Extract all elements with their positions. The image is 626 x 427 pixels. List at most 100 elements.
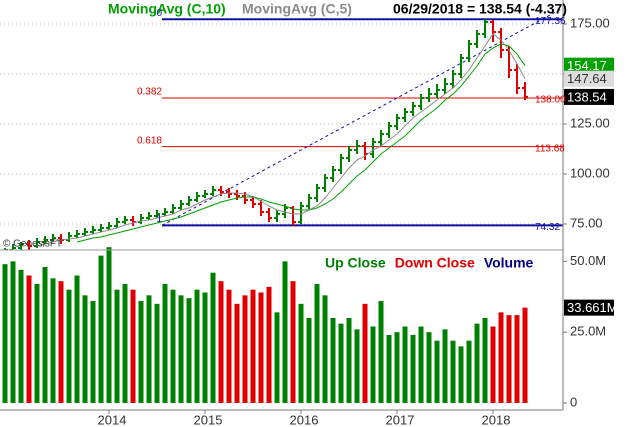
last-price-box [564,88,614,105]
volume-bar [442,329,448,403]
volume-bar [42,267,48,403]
volume-bar [146,295,152,403]
volume-bar [378,301,384,403]
y-tick-label: 125.00 [570,115,610,130]
volume-legend: Volume [484,255,534,271]
volume-bar [202,292,208,403]
last-price: 138.54 [567,89,607,104]
volume-bar [370,326,376,403]
volume-bar [258,292,264,403]
volume-bar [330,318,336,403]
volume-bar [74,275,80,403]
x-tick-label: 2017 [386,412,415,427]
volume-bar [306,318,312,403]
legend-ma10: MovingAvg (C,10) [108,1,226,17]
x-tick-label: 2016 [290,412,319,427]
volume-legend: Up Close [325,255,386,271]
fib-value: 138.00 [535,95,566,106]
volume-bar [186,298,192,403]
volume-bar [226,289,232,403]
volume-bar [210,272,216,403]
last-volume-box [564,299,614,316]
volume-bar [386,335,392,403]
ma5-value: 147.64 [567,71,607,86]
fib-value: 74.32 [535,222,560,233]
volume-bar [474,323,480,403]
volume-bar [482,318,488,403]
x-tick-label: 2014 [98,412,127,427]
volume-bar [338,323,344,403]
volume-bar [434,340,440,403]
volume-bar [314,284,320,403]
volume-bar [66,289,72,403]
volume-bar [154,303,160,403]
volume-bar [522,307,528,403]
x-tick-label: 2015 [194,412,223,427]
volume-bar [194,289,200,403]
fib-ratio: 1 [156,214,162,225]
volume-bar [458,346,464,403]
volume-bar [250,289,256,403]
volume-bar [106,247,112,403]
axis: 75.00100.00125.00150.00175.00025.0M50.0M… [98,15,618,427]
volume-bar [130,289,136,403]
volume-bar [138,301,144,403]
ma10-value: 154.17 [567,58,607,73]
volume-bar [418,326,424,403]
volume-bar [362,303,368,403]
volume-tick-label: 25.0M [570,324,606,339]
fib-value: 113.68 [535,143,565,154]
volume-bar [410,335,416,403]
volume-bar [498,312,504,403]
volume-bar [290,281,296,403]
volume-bar [450,340,456,403]
volume-bar [178,295,184,403]
volume-bar [466,340,472,403]
quote: 06/29/2018 = 138.54 (-4.37) [393,1,567,17]
fib-ratio: 0.382 [137,87,162,98]
moving-average [76,43,526,243]
moving-average [36,33,526,247]
volume-bar [10,261,16,403]
fib-ratio: 0 [156,8,162,19]
volume-bar [346,318,352,403]
volume-tick-label: 50.0M [570,253,606,268]
volume-bar [170,289,176,403]
fib-value: 177.36 [535,16,566,27]
volume-bar [114,289,120,403]
y-tick-label: 175.00 [570,15,610,30]
volume-bar [354,329,360,403]
price-panel [0,7,563,250]
volume-bar [2,264,8,403]
volume-bar [242,295,248,403]
volume-bar [282,261,288,403]
volume-bar [98,255,104,403]
volume-bar [394,332,400,403]
volume-bar [490,326,496,403]
volume-bar [162,284,168,403]
volume-bar [58,281,64,403]
volume-bar [90,301,96,403]
volume-bar [514,315,520,403]
volume-legend: Down Close [395,255,475,271]
volume-bar [26,275,32,403]
volume-bar [322,295,328,403]
volume-panel [2,247,528,403]
credit: © GenesisFT [3,239,62,250]
volume-bar [50,278,56,403]
volume-tick-label: 0 [570,394,577,409]
volume-bar [218,281,224,403]
volume-bar [298,303,304,403]
last-volume: 33.661M [567,300,618,315]
y-tick-label: 75.00 [570,215,603,230]
legend-ma5: MovingAvg (C,5) [242,1,352,17]
volume-bar [506,315,512,403]
volume-bar [82,295,88,403]
ma5-value-box [564,70,614,87]
volume-bar [34,284,40,403]
volume-bar [402,326,408,403]
volume-bar [234,303,240,403]
volume-bar [266,286,272,403]
